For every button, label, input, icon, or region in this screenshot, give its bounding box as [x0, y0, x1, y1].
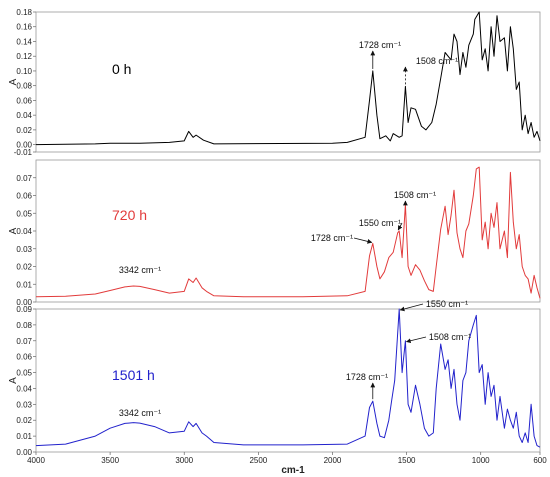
y-tick-label: 0.01	[16, 432, 32, 441]
x-tick-label: 4000	[27, 456, 45, 465]
annotation-arrow	[399, 303, 424, 312]
x-tick-label: 3000	[175, 456, 193, 465]
time-label: 0 h	[112, 61, 131, 77]
y-tick-label: 0.05	[16, 369, 32, 378]
spectrum-panel-2: 0.07 0.06 0.05 0.04 0.03 0.02 0.01 0.00 A 720 h 33…	[8, 159, 541, 307]
spectrum-line	[35, 166, 541, 299]
y-tick-label: 0.02	[16, 263, 32, 272]
y-tick-label: 0.07	[16, 337, 32, 346]
y-tick-label: 0.10	[16, 67, 32, 76]
y-tick-label: 0.18	[16, 8, 32, 17]
y-tick-label: 0.12	[16, 52, 32, 61]
spectra-panels: 0.18 0.16 0.14 0.12 0.10 0.08 0.06 0.04 0.02 0.00…	[8, 8, 541, 457]
y-tick-label: 0.16	[16, 23, 32, 32]
spectrum-line	[35, 308, 541, 448]
y-tick-label: 0.06	[16, 353, 32, 362]
x-tick-label: 2500	[249, 456, 267, 465]
peak-annotation: 1550 cm⁻¹	[359, 218, 401, 228]
y-tick-label: 0.06	[16, 96, 32, 105]
time-label: 720 h	[112, 207, 147, 223]
y-tick-label: 0.14	[16, 37, 32, 46]
peak-annotation: 1550 cm⁻¹	[426, 299, 468, 309]
y-tick-label: 0.03	[16, 400, 32, 409]
annotation-arrow	[397, 222, 403, 231]
x-tick-label: 600	[533, 456, 547, 465]
y-tick-label: 0.09	[16, 305, 32, 314]
peak-annotation: 1508 cm⁻¹	[429, 332, 471, 342]
peak-annotation: 1508 cm⁻¹	[394, 190, 436, 200]
y-tick-label: 0.04	[16, 384, 32, 393]
peak-annotation: 1728 cm⁻¹	[346, 372, 388, 382]
y-tick-label: 0.08	[16, 82, 32, 91]
x-tick-label: 1000	[472, 456, 490, 465]
peak-annotation: 3342 cm⁻¹	[119, 265, 161, 275]
y-tick-label: -0.01	[14, 148, 33, 157]
y-tick-label: 0.00	[16, 298, 32, 307]
y-tick-label: 0.02	[16, 416, 32, 425]
x-tick-label: 3500	[101, 456, 119, 465]
y-tick-label: 0.01	[16, 280, 32, 289]
y-axis-label: A	[8, 377, 19, 384]
y-tick-label: 0.02	[16, 126, 32, 135]
peak-annotation: 1508 cm⁻¹	[416, 56, 458, 66]
y-tick-label: 0.08	[16, 321, 32, 330]
spectrum-line	[35, 11, 541, 146]
y-tick-label: 0.00	[16, 448, 32, 457]
panel-frame	[35, 308, 541, 453]
panel-frame	[35, 11, 541, 153]
annotation-arrow	[353, 237, 373, 244]
y-tick-label: 0.03	[16, 245, 32, 254]
y-tick-label: 0.00	[16, 141, 32, 150]
spectrum-panel-3: 0.09 0.08 0.07 0.06 0.05 0.04 0.03 0.02 0.01 0.00…	[8, 299, 541, 457]
x-axis: 4000 3500 3000 2500 2000 1500 1000 600	[27, 452, 547, 465]
y-tick-label: 0.05	[16, 209, 32, 218]
peak-annotation: 1728 cm⁻¹	[311, 233, 353, 243]
y-tick-label: 0.04	[16, 111, 32, 120]
y-tick-label: 0.07	[16, 174, 32, 183]
y-axis-label: A	[8, 227, 19, 234]
x-tick-label: 2000	[324, 456, 342, 465]
y-tick-label: 0.04	[16, 227, 32, 236]
x-tick-label: 1500	[398, 456, 416, 465]
panel-frame	[35, 159, 541, 303]
annotation-arrow	[405, 336, 427, 344]
y-axis-label: A	[8, 78, 19, 85]
y-tick-label: 0.06	[16, 192, 32, 201]
spectrum-panel-1: 0.18 0.16 0.14 0.12 0.10 0.08 0.06 0.04 0.02 0.00…	[8, 8, 541, 157]
peak-annotation: 3342 cm⁻¹	[119, 408, 161, 418]
x-axis-label: cm-1	[281, 465, 305, 476]
peak-annotation: 1728 cm⁻¹	[359, 40, 401, 50]
time-label: 1501 h	[112, 367, 155, 383]
